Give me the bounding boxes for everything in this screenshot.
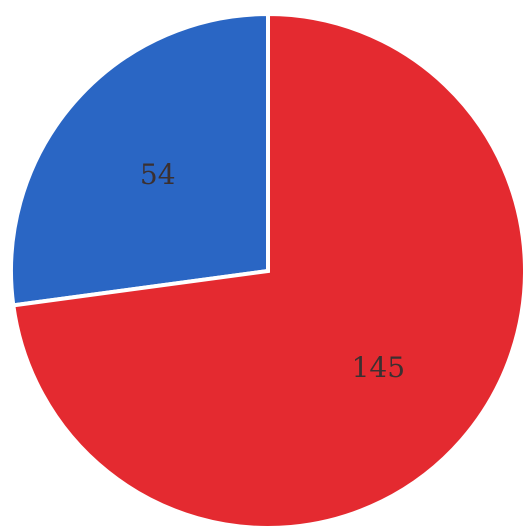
slices-layer — [9, 11, 523, 529]
pie-slice-label-145: 145 — [352, 351, 405, 384]
pie-slice-label-54: 54 — [140, 158, 176, 191]
pie-slice-145 — [11, 11, 523, 529]
pie-slice-54 — [9, 11, 270, 308]
labels-layer: 54 145 — [140, 158, 405, 384]
